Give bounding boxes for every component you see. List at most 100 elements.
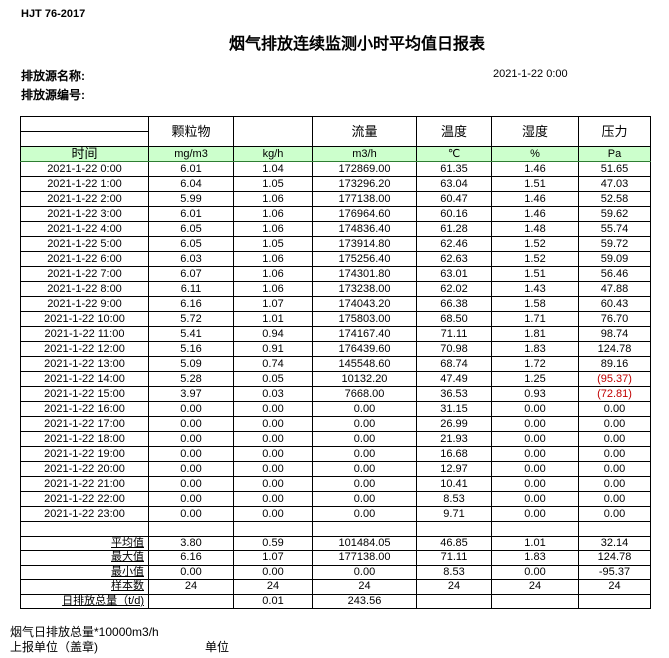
table-row-cell-0: 2021-1-22 15:00	[20, 386, 149, 402]
table-row-cell-5: 1.43	[491, 281, 579, 297]
daily-total-row-cell-5	[491, 593, 579, 609]
summary-row-cell-6: 32.14	[578, 535, 651, 551]
header-row-cell-6: 压力	[578, 116, 651, 147]
table-row-cell-3: 10132.20	[312, 371, 417, 387]
table-row-cell-4: 31.15	[416, 401, 492, 417]
table-row-cell-6: 51.65	[578, 161, 651, 177]
daily-total-row-cell-2: 0.01	[233, 593, 313, 609]
table-row: 2021-1-22 3:00 6.01 1.06 176964.60 60.16 1.46…	[20, 206, 651, 222]
table-row-cell-6: 0.00	[578, 416, 651, 432]
table-row-cell-6: 89.16	[578, 356, 651, 372]
table-row-cell-0: 2021-1-22 6:00	[20, 251, 149, 267]
table-row-cell-4: 62.63	[416, 251, 492, 267]
table-row-cell-3: 174836.40	[312, 221, 417, 237]
table-row-cell-4: 21.93	[416, 431, 492, 447]
table-row-cell-2: 1.07	[233, 296, 313, 312]
table-row-cell-2: 0.74	[233, 356, 313, 372]
table-row-cell-1: 5.99	[148, 191, 234, 207]
table-row-cell-2: 0.00	[233, 461, 313, 477]
table-row-cell-5: 0.00	[491, 491, 579, 507]
table-row-cell-4: 60.47	[416, 191, 492, 207]
summary-row-cell-2: 1.07	[233, 550, 313, 566]
table-row-cell-0: 2021-1-22 4:00	[20, 221, 149, 237]
table-row-cell-6: 0.00	[578, 506, 651, 522]
table-row-cell-0: 2021-1-22 22:00	[20, 491, 149, 507]
summary-row-cell-2	[233, 521, 313, 537]
header-row-cell-2	[233, 116, 313, 147]
table-row-cell-6: 98.74	[578, 326, 651, 342]
table-row-cell-1: 5.72	[148, 311, 234, 327]
table-row-cell-4: 47.49	[416, 371, 492, 387]
table-row-cell-6: 52.58	[578, 191, 651, 207]
summary-row-cell-3	[312, 521, 417, 537]
summary-row-cell-6: 24	[578, 579, 651, 595]
table-row-cell-1: 0.00	[148, 506, 234, 522]
table-row-cell-6: 0.00	[578, 401, 651, 417]
table-row-cell-5: 0.00	[491, 506, 579, 522]
table-row-cell-5: 1.46	[491, 191, 579, 207]
table-row-cell-0: 2021-1-22 11:00	[20, 326, 149, 342]
table-row-cell-1: 5.09	[148, 356, 234, 372]
table-row-cell-6: 59.72	[578, 236, 651, 252]
table-row-cell-6: 60.43	[578, 296, 651, 312]
table-row-cell-1: 0.00	[148, 461, 234, 477]
summary-row-cell-1: 24	[148, 579, 234, 595]
table-row-cell-5: 1.52	[491, 236, 579, 252]
summary-row-cell-4: 8.53	[416, 564, 492, 580]
header-row-cell-1: 颗粒物	[148, 116, 234, 147]
table-row-cell-3: 173296.20	[312, 176, 417, 192]
table-row-cell-2: 0.00	[233, 491, 313, 507]
table-row-cell-0: 2021-1-22 12:00	[20, 341, 149, 357]
table-row-cell-5: 1.52	[491, 251, 579, 267]
table-row-cell-4: 61.35	[416, 161, 492, 177]
table-row-cell-4: 70.98	[416, 341, 492, 357]
table-row-cell-6: 76.70	[578, 311, 651, 327]
table-row-cell-0: 2021-1-22 7:00	[20, 266, 149, 282]
unit-row-cell-4: ℃	[416, 146, 492, 162]
table-row-cell-4: 8.53	[416, 491, 492, 507]
table-row-cell-5: 0.93	[491, 386, 579, 402]
table-row-cell-6: (72.81)	[578, 386, 651, 402]
summary-row-cell-2: 0.59	[233, 535, 313, 551]
table-row-cell-3: 0.00	[312, 461, 417, 477]
table-row: 2021-1-22 7:00 6.07 1.06 174301.80 63.01 1.51…	[20, 266, 651, 282]
table-row-cell-6: 124.78	[578, 341, 651, 357]
table-row-cell-0: 2021-1-22 5:00	[20, 236, 149, 252]
table-row-cell-1: 0.00	[148, 476, 234, 492]
summary-row-cell-5: 24	[491, 579, 579, 595]
table-row-cell-5: 1.51	[491, 176, 579, 192]
table-row-cell-3: 177138.00	[312, 191, 417, 207]
table-row-cell-1: 5.16	[148, 341, 234, 357]
table-row-cell-1: 6.04	[148, 176, 234, 192]
table-row: 2021-1-22 11:00 5.41 0.94 174167.40 71.11 1.8…	[20, 326, 651, 342]
table-row-cell-4: 16.68	[416, 446, 492, 462]
table-row-cell-6: (95.37)	[578, 371, 651, 387]
table-row-cell-0: 2021-1-22 23:00	[20, 506, 149, 522]
daily-total-row-cell-4	[416, 593, 492, 609]
table-row-cell-4: 68.74	[416, 356, 492, 372]
page-title: 烟气排放连续监测小时平均值日报表	[228, 36, 485, 53]
table-row: 2021-1-22 12:00 5.16 0.91 176439.60 70.98 1.8…	[20, 341, 651, 357]
table-row-cell-4: 26.99	[416, 416, 492, 432]
summary-row-cell-0: 最小值	[20, 564, 149, 580]
table-row-cell-5: 0.00	[491, 431, 579, 447]
summary-row-cell-0	[20, 521, 149, 537]
table-row-cell-5: 0.00	[491, 416, 579, 432]
source-number-label: 排放源编号:	[21, 88, 85, 102]
header-row-cell-3: 流量	[312, 116, 417, 147]
table-row-cell-3: 0.00	[312, 506, 417, 522]
table-row: 2021-1-22 4:00 6.05 1.06 174836.40 61.28 1.48…	[20, 221, 651, 237]
summary-row-cell-4	[416, 521, 492, 537]
table-row-cell-5: 0.00	[491, 446, 579, 462]
daily-total-row-cell-3: 243.56	[312, 593, 417, 609]
table-row: 2021-1-22 8:00 6.11 1.06 173238.00 62.02 1.43…	[20, 281, 651, 297]
table-row-cell-6: 0.00	[578, 491, 651, 507]
table-row-cell-2: 1.06	[233, 251, 313, 267]
unit-row-cell-3: m3/h	[312, 146, 417, 162]
table-row-cell-3: 173914.80	[312, 236, 417, 252]
footer-note: 烟气日排放总量*10000m3/h	[10, 625, 159, 639]
table-row-cell-3: 0.00	[312, 431, 417, 447]
table-row-cell-1: 0.00	[148, 431, 234, 447]
table-row-cell-3: 172869.00	[312, 161, 417, 177]
summary-row-cell-0: 最大值	[20, 550, 149, 566]
